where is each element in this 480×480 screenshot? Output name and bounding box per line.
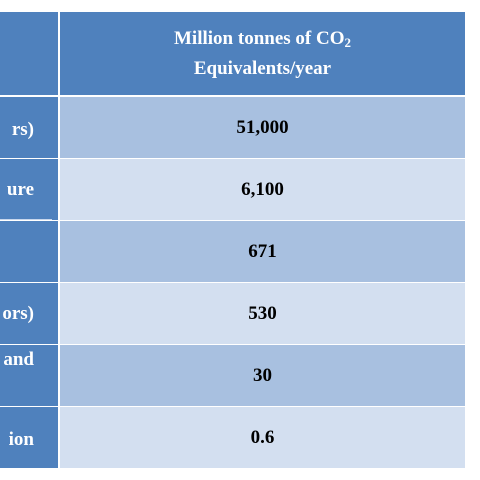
row-label-cell: ors) bbox=[0, 283, 58, 344]
header-left-cell bbox=[0, 12, 58, 95]
row-label-cell: ion bbox=[0, 407, 58, 468]
header-text: Million tonnes of CO bbox=[174, 27, 345, 49]
value-cell: 0.6 bbox=[60, 407, 465, 468]
header-line: Million tonnes of CO2 bbox=[174, 26, 351, 56]
row-label-cell: rs) bbox=[0, 97, 58, 158]
row-label: and bbox=[3, 349, 34, 370]
row-label: ors) bbox=[2, 303, 34, 324]
value-cell: 30 bbox=[60, 345, 465, 406]
value-cell: 671 bbox=[60, 221, 465, 282]
row-label-cell: and bbox=[0, 345, 58, 406]
value-cell: 6,100 bbox=[60, 159, 465, 220]
row-label: ion bbox=[8, 429, 34, 450]
value-cell: 51,000 bbox=[60, 97, 465, 158]
value-cell: 530 bbox=[60, 283, 465, 344]
row-label-cell bbox=[0, 221, 58, 282]
header-subscript: 2 bbox=[344, 34, 351, 50]
row-label-cell: ure bbox=[0, 159, 58, 220]
row-label: ure bbox=[6, 179, 34, 200]
divider bbox=[0, 219, 52, 220]
header-line: Equivalents/year bbox=[193, 57, 332, 79]
header-cell: Million tonnes of CO2 Equivalents/year bbox=[60, 12, 465, 95]
row-label: rs) bbox=[11, 119, 34, 140]
